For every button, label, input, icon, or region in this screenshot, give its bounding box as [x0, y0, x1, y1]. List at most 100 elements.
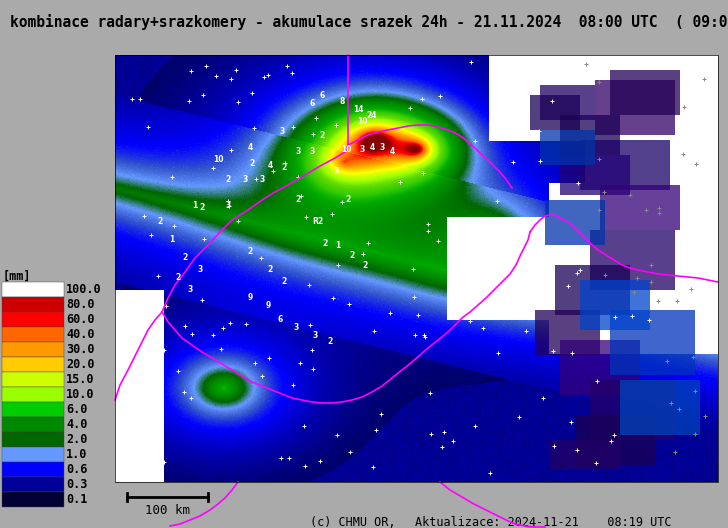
Bar — [530, 95, 580, 130]
Bar — [115, 55, 718, 482]
Bar — [2, 357, 64, 372]
Text: 0.1: 0.1 — [66, 493, 87, 506]
Text: 2: 2 — [320, 130, 325, 139]
Text: 2: 2 — [282, 278, 287, 287]
Bar — [595, 80, 675, 135]
Text: 2: 2 — [323, 240, 328, 249]
Text: 1: 1 — [170, 235, 175, 244]
Text: 3: 3 — [296, 147, 301, 156]
Text: 10: 10 — [213, 156, 223, 165]
Bar — [2, 327, 64, 342]
Text: 2: 2 — [157, 218, 162, 227]
Bar — [2, 282, 64, 297]
Text: 6.0: 6.0 — [66, 403, 87, 416]
Text: 20.0: 20.0 — [66, 358, 95, 371]
Text: 1: 1 — [336, 241, 341, 250]
Text: 0.3: 0.3 — [66, 478, 87, 491]
Bar — [620, 380, 700, 435]
Text: 3: 3 — [187, 286, 193, 295]
Text: 3: 3 — [360, 146, 365, 155]
Text: 6: 6 — [320, 91, 325, 100]
Bar — [2, 477, 64, 492]
Text: 2: 2 — [345, 195, 351, 204]
Text: 1.0: 1.0 — [66, 448, 87, 461]
Bar — [575, 415, 655, 465]
Bar — [580, 280, 650, 330]
Text: 4: 4 — [369, 144, 375, 153]
Text: 2: 2 — [199, 203, 205, 212]
Text: R2: R2 — [312, 218, 323, 227]
Text: 24: 24 — [367, 111, 377, 120]
Text: (c) CHMU OR,: (c) CHMU OR, — [310, 516, 395, 528]
Text: 8: 8 — [339, 98, 344, 107]
Bar — [550, 440, 620, 470]
Bar — [2, 372, 64, 387]
Text: 4: 4 — [267, 162, 272, 171]
Text: 10: 10 — [357, 118, 367, 127]
Bar — [610, 70, 680, 115]
Text: 3: 3 — [312, 331, 317, 340]
Text: 3: 3 — [309, 147, 314, 156]
Text: 2: 2 — [296, 195, 301, 204]
Text: 100.0: 100.0 — [66, 283, 102, 296]
Bar — [2, 492, 64, 507]
Bar — [2, 342, 64, 357]
Bar — [2, 312, 64, 327]
Bar — [590, 380, 675, 440]
Bar — [115, 55, 718, 482]
Text: [mm]: [mm] — [3, 270, 31, 283]
Text: 10.0: 10.0 — [66, 388, 95, 401]
Text: 2: 2 — [250, 159, 255, 168]
Bar — [560, 340, 640, 395]
Text: 80.0: 80.0 — [66, 298, 95, 311]
Bar — [590, 230, 675, 290]
Text: 3: 3 — [226, 201, 231, 210]
Text: 14: 14 — [353, 106, 363, 115]
Text: 3: 3 — [280, 127, 285, 137]
Bar — [2, 447, 64, 462]
Text: 0.6: 0.6 — [66, 463, 87, 476]
Text: 3: 3 — [197, 266, 202, 275]
Text: 30.0: 30.0 — [66, 343, 95, 356]
Bar — [560, 115, 620, 155]
Text: 3: 3 — [242, 175, 248, 184]
Text: 2: 2 — [248, 248, 253, 257]
Bar — [2, 462, 64, 477]
Text: 2: 2 — [183, 253, 188, 262]
Bar — [580, 140, 670, 190]
Bar — [2, 297, 64, 312]
Text: Aktualizace: 2024-11-21    08:19 UTC: Aktualizace: 2024-11-21 08:19 UTC — [415, 516, 671, 528]
Bar — [555, 265, 630, 315]
Text: 2: 2 — [349, 250, 355, 259]
Text: 3: 3 — [456, 248, 461, 257]
Bar — [600, 185, 680, 230]
Text: 3: 3 — [379, 144, 384, 153]
Text: 3: 3 — [333, 167, 339, 176]
Text: 2: 2 — [328, 337, 333, 346]
Bar — [545, 200, 605, 245]
Bar — [2, 387, 64, 402]
Text: 2: 2 — [175, 274, 181, 282]
Text: 2: 2 — [363, 260, 368, 269]
Text: 6: 6 — [309, 99, 314, 108]
Text: 2: 2 — [267, 266, 272, 275]
Bar — [540, 85, 595, 120]
Text: 1: 1 — [192, 201, 197, 210]
Text: 4.0: 4.0 — [66, 418, 87, 431]
Text: 60.0: 60.0 — [66, 313, 95, 326]
Text: 2.0: 2.0 — [66, 433, 87, 446]
Bar — [2, 402, 64, 417]
Text: 2: 2 — [226, 175, 231, 184]
Bar — [535, 310, 600, 355]
Text: 3: 3 — [293, 324, 298, 333]
Bar — [2, 432, 64, 447]
Text: 3: 3 — [259, 175, 264, 184]
Text: 9: 9 — [266, 300, 271, 309]
Text: 6: 6 — [277, 316, 282, 325]
Text: 10: 10 — [341, 146, 351, 155]
Bar — [540, 130, 595, 165]
Text: 100 km: 100 km — [145, 504, 190, 517]
Bar — [610, 310, 695, 375]
Text: 9: 9 — [248, 294, 253, 303]
Bar — [560, 155, 630, 195]
